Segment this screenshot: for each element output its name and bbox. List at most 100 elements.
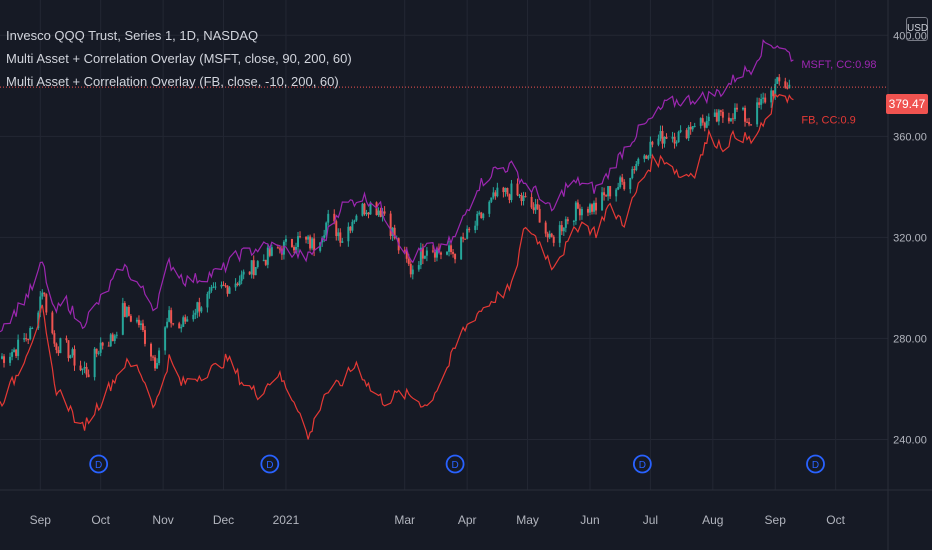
y-tick-label: 240.00 [893,434,927,446]
candle-body [164,327,167,351]
candle-body [307,236,310,240]
candle-body [534,204,537,211]
candle-body [226,285,229,294]
price-axis[interactable]: 400.00 360.00 320.00 280.00 240.00 [893,30,927,446]
candle-body [770,90,773,103]
candle-body [536,204,539,209]
candle-body [27,339,30,341]
candle-body [59,338,62,354]
candle-body [776,77,779,84]
currency-button[interactable]: USD [906,17,928,41]
dividend-marker-icon[interactable] [89,454,109,474]
candle-body [468,228,471,231]
candle-body [699,118,702,126]
candle-body [339,232,342,243]
candle-body [562,227,565,232]
candle-body [270,247,273,256]
candle-body [717,110,720,122]
candle-body [349,226,352,231]
candle-body [691,126,694,130]
dividend-marker-icon[interactable] [445,454,465,474]
candle-body [544,222,547,234]
candle-body [234,283,237,288]
legend-symbol-title[interactable]: Invesco QQQ Trust, Series 1, 1D, NASDAQ [6,28,259,43]
candle-body [208,290,211,294]
candle-body [182,317,185,327]
candle-body [184,317,187,322]
x-tick-label: Oct [91,513,110,527]
last-price-tag: 379.47 [886,94,928,114]
candle-body [256,261,259,268]
candle-body [546,233,549,238]
candle-body [99,342,102,353]
candle-body [619,177,622,188]
dividend-marker-label: D [95,460,102,471]
chart-legend: Invesco QQQ Trust, Series 1, 1D, NASDAQ … [6,24,352,93]
candle-body [327,213,330,223]
candle-body [377,210,380,216]
candle-body [139,323,142,326]
time-axis[interactable]: Sep Oct Nov Dec 2021 Mar Apr May Jun Jul Aug Sep Oct [30,513,846,527]
candle-body [178,323,181,329]
candle-body [480,212,483,219]
x-tick-label: May [516,513,539,527]
candle-body [729,118,732,122]
candle-body [17,339,20,356]
candle-body [268,247,271,256]
dividend-marker-icon[interactable] [806,454,825,474]
candle-body [701,118,704,123]
candle-body [786,87,789,89]
candle-body [675,142,678,144]
candle-body [305,237,308,240]
candle-body [214,286,217,288]
candle-body [87,374,90,378]
candle-body [224,285,227,287]
candle-body [391,227,394,236]
candle-body [411,269,414,275]
candle-body [687,127,690,139]
candle-body [452,252,455,254]
dividend-marker-label: D [812,460,819,471]
candle-body [292,247,295,251]
fb-series-label: FB, CC:0.9 [801,115,855,127]
candle-body [180,326,183,329]
candle-body [502,187,505,193]
candle-body [125,306,128,317]
candle-body [758,102,761,105]
candle-body [492,192,495,198]
candle-body [93,348,96,378]
candle-body [389,213,392,236]
dividend-marker-icon[interactable] [632,454,652,474]
candle-body [713,112,716,117]
candle-body [425,250,428,256]
candle-body [212,286,215,288]
candle-body [558,225,561,243]
candle-body [564,219,567,228]
candle-body [341,241,344,243]
candle-body [168,310,171,322]
candle-body [621,177,624,182]
candle-body [705,121,708,128]
candle-body [266,247,269,265]
legend-indicator-msft[interactable]: Multi Asset + Correlation Overlay (MSFT,… [6,51,352,66]
dividend-marker-icon[interactable] [260,454,280,474]
candle-body [450,245,453,253]
candle-body [719,110,722,112]
candle-body [238,280,241,285]
candle-body [560,225,563,232]
candle-body [576,202,579,209]
candle-body [143,330,146,344]
series-labels: MSFT, CC:0.98 FB, CC:0.9 [801,59,876,127]
candle-body [1,356,4,359]
candle-body [663,136,666,144]
legend-indicator-fb[interactable]: Multi Asset + Correlation Overlay (FB, c… [6,74,339,89]
candle-body [220,284,223,287]
candle-body [435,248,438,258]
candle-body [448,245,451,252]
msft-series-label: MSFT, CC:0.98 [801,59,876,71]
candle-body [252,260,255,276]
candle-body [262,259,265,262]
